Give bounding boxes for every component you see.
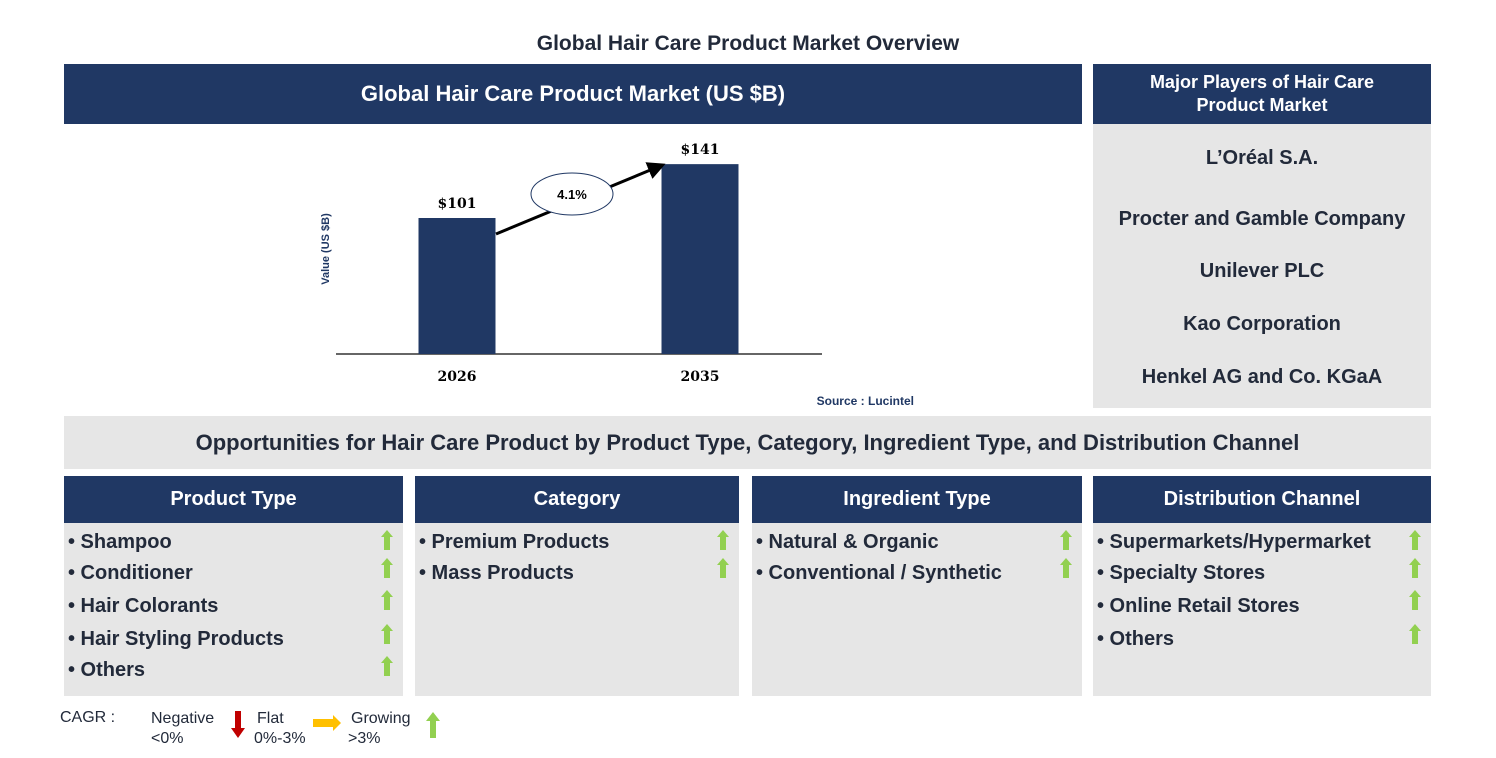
players-panel: L’Oréal S.A. Procter and Gamble Company … [1093, 124, 1431, 408]
segment-item: • Hair Styling Products [68, 628, 284, 650]
growing-arrow-icon [1060, 530, 1072, 550]
growing-arrow-icon [1409, 590, 1421, 610]
bar-2035 [661, 164, 739, 354]
growing-arrow-icon [381, 530, 393, 550]
growing-arrow-icon [717, 558, 729, 578]
growing-arrow-icon [717, 530, 729, 550]
segment-item: • Others [68, 659, 146, 681]
growing-arrow-icon [381, 656, 393, 676]
column-header: Category [415, 476, 739, 523]
page-title: Global Hair Care Product Market Overview [536, 32, 960, 55]
legend-flat: Flat 0%-3% [254, 709, 306, 749]
cagr-label: 4.1% [557, 187, 587, 202]
growing-arrow-icon [1060, 558, 1072, 578]
column-panel: • Premium Products • Mass Products [415, 523, 739, 696]
segment-item: • Conventional / Synthetic [756, 562, 1002, 584]
segment-item: • Premium Products [419, 531, 610, 553]
source-label: Source : Lucintel [817, 394, 914, 408]
player-item: Kao Corporation [1183, 313, 1341, 335]
segment-item: • Shampoo [68, 531, 172, 553]
legend-label: CAGR : [60, 709, 116, 726]
player-item: L’Oréal S.A. [1205, 147, 1319, 169]
segment-item: • Mass Products [419, 562, 574, 584]
player-item: Henkel AG and Co. KGaA [1141, 366, 1383, 388]
legend-negative-range: <0% [151, 730, 184, 747]
chart-header: Global Hair Care Product Market (US $B) [64, 64, 1082, 124]
legend-negative-label: Negative [151, 710, 215, 727]
segment-item: • Natural & Organic [756, 531, 939, 553]
column-panel: • Shampoo • Conditioner • Hair Colorants • … [64, 523, 403, 696]
opportunities-title: Opportunities for Hair Care Product by P… [64, 416, 1431, 469]
column-header: Product Type [64, 476, 403, 523]
segment-item: • Supermarkets/Hypermarket [1097, 531, 1371, 553]
growing-arrow-icon [426, 712, 440, 738]
segment-item: • Online Retail Stores [1097, 595, 1300, 617]
segment-item: • Hair Colorants [68, 595, 219, 617]
x-tick-label: 2026 [438, 369, 477, 385]
bar-2026 [418, 218, 496, 354]
column-panel: • Natural & Organic • Conventional / Synt… [752, 523, 1082, 696]
legend-flat-range: 0%-3% [254, 730, 306, 747]
negative-arrow-icon [231, 711, 245, 738]
growing-arrow-icon [381, 558, 393, 578]
x-tick-label: 2035 [681, 369, 720, 385]
data-label: $141 [681, 142, 720, 158]
player-item: Procter and Gamble Company [1118, 208, 1406, 230]
growing-arrow-icon [1409, 558, 1421, 578]
growing-arrow-icon [1409, 530, 1421, 550]
column-header: Distribution Channel [1093, 476, 1431, 523]
bar-chart: Value (US $B) $101 2026 $141 2035 4.1% Sour… [320, 142, 914, 408]
segment-item: • Others [1097, 628, 1175, 650]
legend-growing-range: >3% [348, 730, 381, 747]
legend-growing: Growing >3% [348, 709, 411, 749]
player-item: Unilever PLC [1199, 260, 1325, 282]
y-axis-label: Value (US $B) [320, 213, 332, 285]
growing-arrow-icon [381, 624, 393, 644]
growing-arrow-icon [381, 590, 393, 610]
flat-arrow-icon [313, 715, 341, 731]
column-panel: • Supermarkets/Hypermarket • Specialty St… [1093, 523, 1431, 696]
column-header: Ingredient Type [752, 476, 1082, 523]
players-header: Major Players of Hair Care Product Marke… [1093, 64, 1431, 124]
segment-item: • Specialty Stores [1097, 562, 1266, 584]
cagr-ellipse [530, 172, 614, 216]
data-label: $101 [438, 196, 477, 212]
legend-growing-label: Growing [351, 710, 411, 727]
segment-item: • Conditioner [68, 562, 193, 584]
growing-arrow-icon [1409, 624, 1421, 644]
legend-flat-label: Flat [257, 710, 284, 727]
legend-negative: Negative <0% [151, 709, 214, 749]
